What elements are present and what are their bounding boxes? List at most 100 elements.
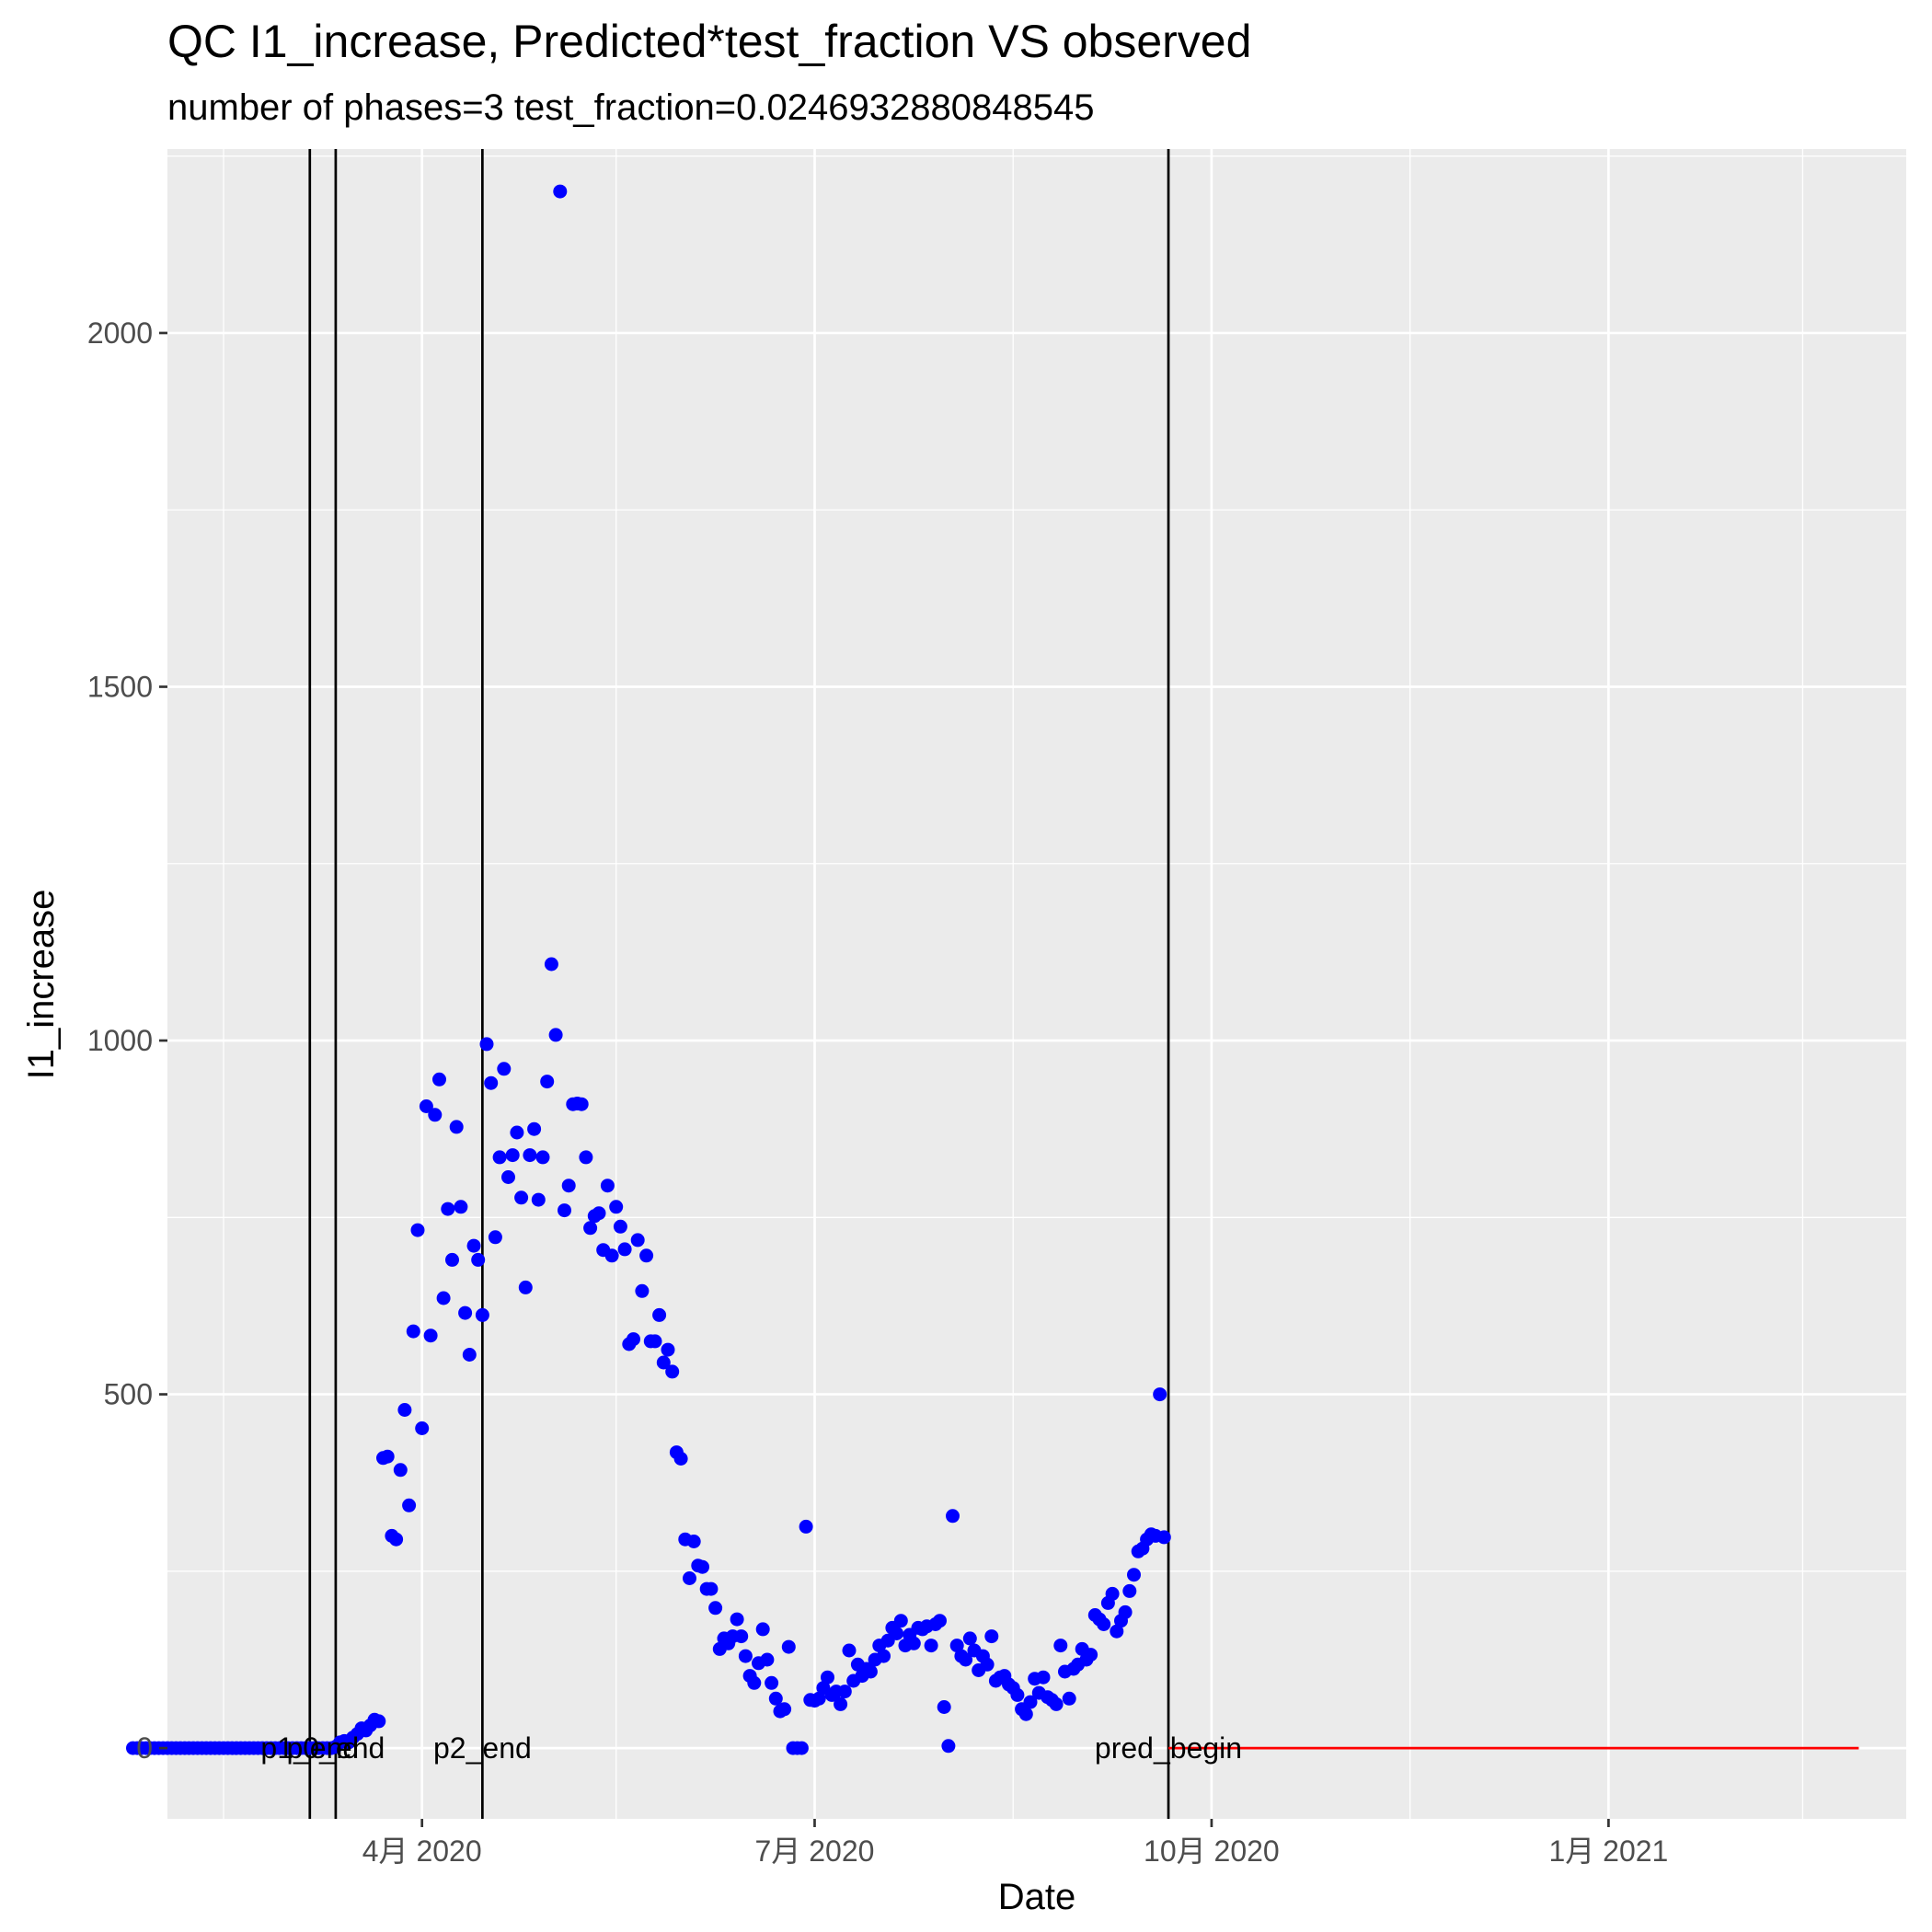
observed-point bbox=[462, 1348, 477, 1362]
observed-point bbox=[1062, 1691, 1076, 1706]
observed-point bbox=[514, 1190, 529, 1205]
observed-point bbox=[428, 1108, 443, 1122]
observed-point bbox=[683, 1571, 696, 1585]
observed-point bbox=[488, 1230, 502, 1245]
observed-point bbox=[781, 1639, 796, 1654]
observed-point bbox=[837, 1685, 852, 1699]
y-tick-label: 1500 bbox=[87, 671, 153, 704]
observed-point bbox=[518, 1280, 533, 1294]
observed-point bbox=[419, 1099, 433, 1113]
observed-point bbox=[497, 1062, 512, 1076]
observed-point bbox=[527, 1121, 542, 1136]
observed-point bbox=[410, 1223, 425, 1237]
y-tick-label: 0 bbox=[136, 1731, 153, 1765]
observed-point bbox=[661, 1342, 675, 1357]
observed-point bbox=[984, 1629, 999, 1644]
observed-point bbox=[768, 1691, 783, 1706]
observed-point bbox=[656, 1355, 671, 1370]
observed-point bbox=[535, 1150, 550, 1165]
observed-point bbox=[1153, 1387, 1167, 1402]
observed-point bbox=[893, 1614, 908, 1628]
observed-point bbox=[432, 1072, 446, 1087]
observed-point bbox=[949, 1639, 964, 1653]
observed-point bbox=[696, 1559, 709, 1574]
observed-point bbox=[548, 1028, 563, 1042]
observed-point bbox=[445, 1252, 459, 1267]
observed-point bbox=[747, 1675, 762, 1690]
observed-point bbox=[389, 1532, 404, 1547]
observed-point bbox=[393, 1463, 408, 1478]
x-tick-label: 4月 2020 bbox=[362, 1834, 482, 1868]
observed-point bbox=[510, 1125, 524, 1140]
observed-point bbox=[458, 1305, 473, 1320]
observed-point bbox=[1122, 1583, 1137, 1598]
observed-point bbox=[673, 1452, 688, 1466]
observed-point bbox=[708, 1601, 723, 1616]
observed-point bbox=[423, 1328, 438, 1343]
observed-point bbox=[441, 1202, 455, 1216]
observed-point bbox=[877, 1649, 891, 1663]
observed-point bbox=[652, 1307, 667, 1322]
observed-point bbox=[402, 1498, 417, 1512]
observed-point bbox=[811, 1691, 826, 1706]
observed-point bbox=[600, 1179, 615, 1193]
observed-point bbox=[821, 1670, 834, 1685]
observed-point bbox=[449, 1120, 464, 1134]
observed-point bbox=[704, 1581, 719, 1596]
observed-point bbox=[372, 1714, 386, 1729]
y-axis-title: I1_increase bbox=[21, 890, 62, 1080]
observed-point bbox=[777, 1702, 792, 1717]
observed-point bbox=[648, 1334, 662, 1349]
observed-series bbox=[126, 184, 1171, 1755]
observed-point bbox=[609, 1200, 624, 1214]
observed-point bbox=[579, 1150, 593, 1165]
observed-point bbox=[561, 1179, 576, 1193]
observed-point bbox=[1049, 1696, 1064, 1711]
observed-point bbox=[553, 184, 568, 199]
observed-point bbox=[574, 1097, 589, 1111]
observed-point bbox=[406, 1324, 420, 1339]
observed-point bbox=[794, 1741, 809, 1755]
phase-annotation-label: p2_end bbox=[433, 1731, 532, 1765]
observed-point bbox=[1010, 1687, 1025, 1702]
observed-point bbox=[1156, 1530, 1171, 1545]
observed-point bbox=[635, 1283, 650, 1298]
observed-point bbox=[1018, 1707, 1033, 1721]
observed-point bbox=[397, 1403, 412, 1417]
observed-point bbox=[415, 1421, 430, 1435]
x-axis-title: Date bbox=[998, 1877, 1076, 1917]
y-tick-label: 1000 bbox=[87, 1024, 153, 1057]
observed-point bbox=[842, 1643, 857, 1658]
observed-point bbox=[738, 1649, 753, 1663]
observed-point bbox=[799, 1519, 813, 1534]
observed-point bbox=[906, 1636, 921, 1650]
observed-point bbox=[1053, 1639, 1068, 1653]
observed-point bbox=[730, 1612, 744, 1627]
observed-point bbox=[962, 1631, 977, 1646]
chart-subtitle: number of phases=3 test_fraction=0.02469… bbox=[167, 87, 1094, 128]
chart-title: QC I1_increase, Predicted*test_fraction … bbox=[167, 16, 1251, 67]
observed-point bbox=[1110, 1624, 1124, 1639]
observed-point bbox=[980, 1657, 995, 1672]
observed-point bbox=[436, 1291, 451, 1305]
observed-point bbox=[734, 1629, 749, 1644]
phase-lines bbox=[308, 149, 1170, 1819]
phase-annotation-label: p0_end bbox=[287, 1731, 385, 1765]
observed-point bbox=[1118, 1604, 1133, 1619]
observed-point bbox=[583, 1221, 598, 1236]
phase-annotation-label: pred_begin bbox=[1095, 1731, 1242, 1765]
observed-point bbox=[760, 1652, 775, 1667]
plot-panel bbox=[167, 149, 1906, 1819]
y-tick-label: 2000 bbox=[87, 316, 153, 350]
observed-point bbox=[466, 1238, 481, 1253]
x-tick-label: 1月 2021 bbox=[1548, 1834, 1668, 1868]
observed-point bbox=[617, 1242, 632, 1257]
observed-point bbox=[834, 1696, 848, 1711]
observed-point bbox=[924, 1639, 938, 1653]
x-tick-label: 10月 2020 bbox=[1144, 1834, 1280, 1868]
observed-point bbox=[592, 1206, 606, 1221]
observed-point bbox=[1023, 1695, 1038, 1709]
observed-point bbox=[959, 1652, 973, 1667]
